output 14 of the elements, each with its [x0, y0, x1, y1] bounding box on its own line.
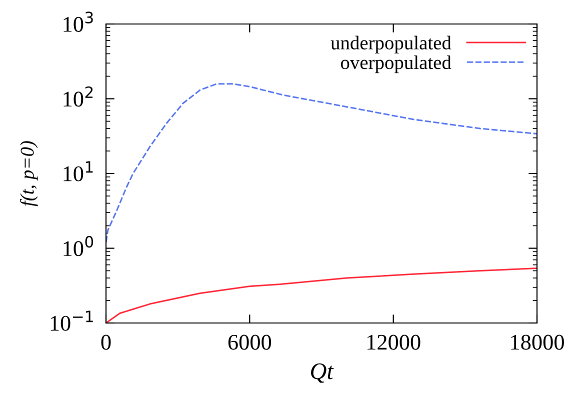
y-tick-label: 10$^{−1}$: [50, 310, 93, 331]
x-tick-label: 18000: [511, 334, 564, 350]
legend-label: overpopulated: [340, 55, 452, 74]
y-tick-label: 10$^{1}$: [64, 161, 93, 182]
x-axis-title: Qt: [310, 363, 334, 383]
legend-label: underpopulated: [330, 36, 452, 54]
y-tick-label: 10$^{0}$: [64, 236, 94, 256]
x-tick-label: 6000: [228, 334, 272, 350]
y-tick-label: 10$^{3}$: [64, 12, 93, 32]
line-series: [106, 83, 537, 244]
x-tick-label: 12000: [368, 334, 420, 350]
y-axis-title: f(t, p=0): [20, 141, 38, 206]
y-tick-label: 10$^{2}$: [64, 86, 93, 107]
x-tick-label: 0: [101, 334, 111, 350]
